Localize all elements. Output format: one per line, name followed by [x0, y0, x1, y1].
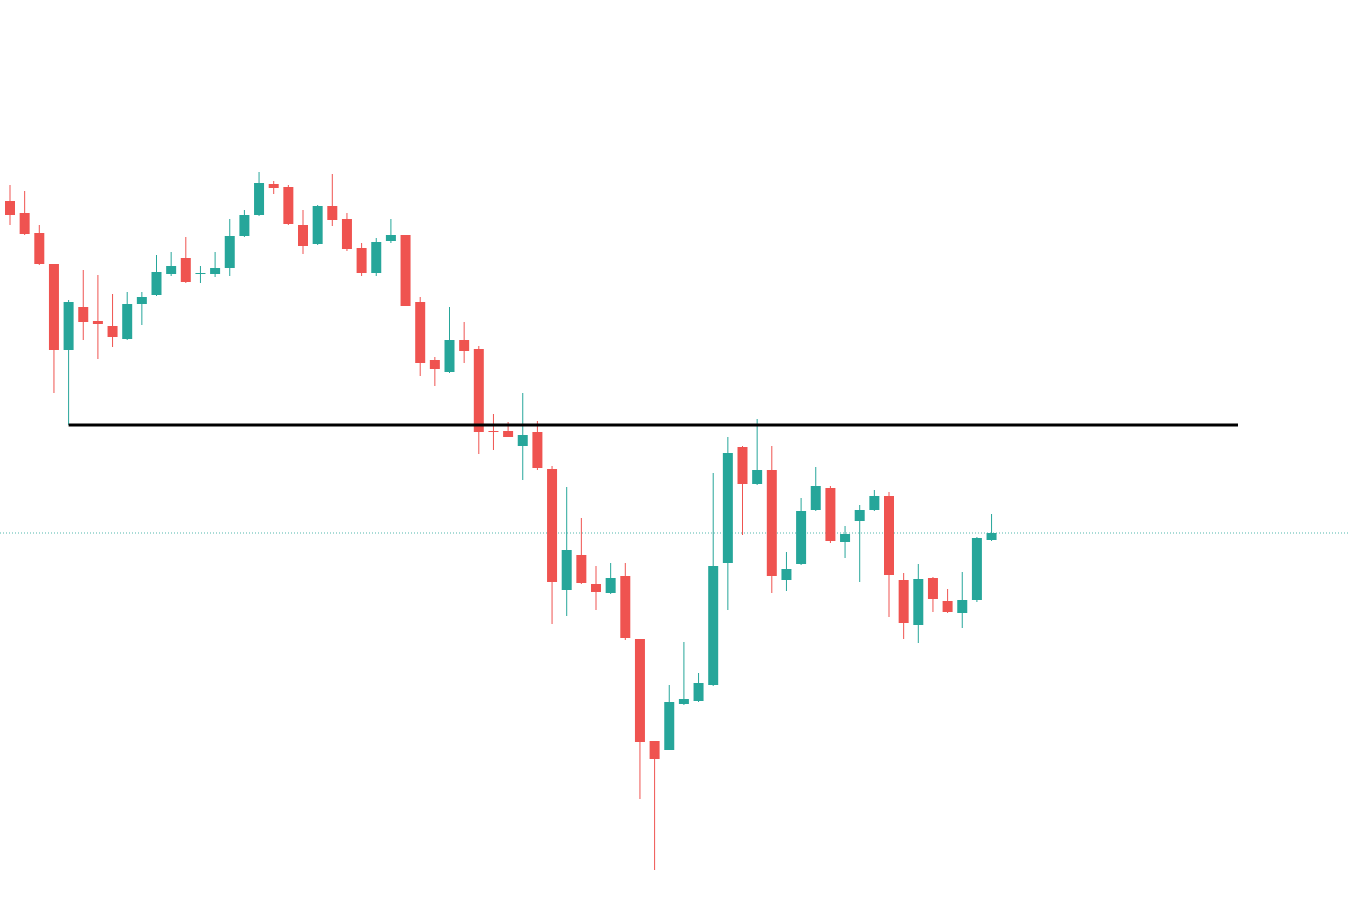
candle-body: [459, 340, 470, 351]
candle-body: [356, 248, 367, 273]
candle-body: [473, 349, 484, 432]
candle-body: [532, 432, 543, 468]
candle-body: [166, 266, 177, 274]
candle-body: [268, 184, 279, 188]
candle-body: [898, 580, 909, 623]
candle-body: [957, 600, 968, 613]
candle-body: [752, 470, 763, 484]
candle-body: [341, 219, 352, 249]
candle-body: [429, 360, 440, 369]
candle-body: [634, 639, 645, 742]
candle-body: [210, 268, 221, 274]
candle-body: [5, 201, 15, 215]
candle-body: [63, 302, 74, 350]
candle-body: [78, 307, 89, 322]
candle-body: [678, 699, 689, 704]
candle-body: [107, 326, 118, 337]
candle-body: [971, 538, 982, 600]
candle-body: [503, 431, 514, 437]
candle-body: [385, 235, 396, 241]
candle-body: [561, 550, 572, 590]
candle-body: [312, 206, 323, 244]
candle-body: [810, 486, 821, 510]
candle-body: [371, 242, 382, 273]
candle-body: [34, 233, 45, 264]
candle-body: [913, 579, 924, 625]
candle-body: [19, 213, 30, 234]
candle-body: [766, 470, 777, 576]
candle-body: [605, 578, 616, 593]
candle-body: [180, 258, 191, 282]
candle-body: [591, 584, 601, 592]
candle-body: [576, 555, 587, 583]
candle-body: [708, 566, 719, 685]
candle-body: [254, 183, 265, 215]
candle-body: [942, 601, 953, 612]
candle-body: [48, 264, 59, 350]
candle-body: [840, 534, 851, 542]
candle-body: [444, 340, 455, 372]
candle-body: [400, 235, 411, 306]
candle-body: [620, 576, 631, 638]
candle-body: [283, 187, 294, 224]
candle-body: [649, 741, 660, 759]
candle-body: [854, 510, 865, 521]
candle-body: [986, 533, 997, 540]
candle-body: [224, 236, 235, 268]
candle-body: [825, 488, 836, 541]
candle-body: [517, 435, 528, 446]
candle-body: [298, 225, 308, 246]
candle-body: [239, 215, 250, 236]
candle-body: [664, 702, 675, 750]
candle-body: [151, 272, 162, 295]
candle-body: [327, 206, 338, 220]
candle-body: [195, 273, 206, 274]
candle-body: [737, 447, 748, 484]
candle-body: [136, 297, 147, 304]
candle-body: [884, 496, 894, 575]
candle-body: [927, 578, 938, 599]
candle-body: [869, 496, 880, 510]
candle-body: [547, 469, 558, 582]
candle-body: [92, 321, 103, 324]
candle-body: [693, 683, 704, 701]
candle-body: [722, 453, 733, 563]
candle-body: [781, 569, 792, 580]
candle-body: [488, 431, 499, 432]
candle-body: [415, 302, 426, 363]
candle-body: [796, 511, 807, 564]
candle-body: [122, 304, 133, 339]
